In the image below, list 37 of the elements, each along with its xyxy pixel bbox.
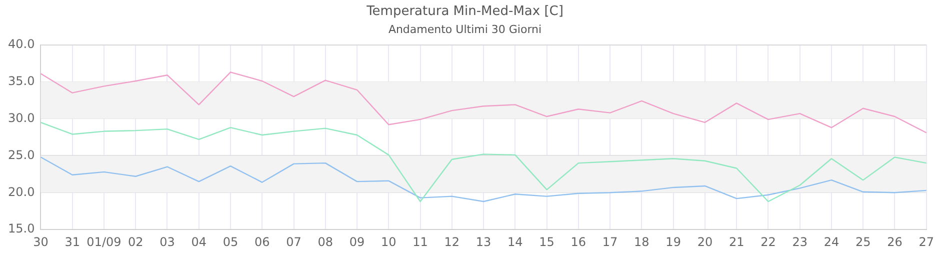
x-tick-label: 15 [539,234,554,249]
y-tick-label: 25.0 [8,148,35,162]
y-tick-label: 15.0 [8,222,35,236]
x-tick-label: 14 [508,234,523,249]
x-tick-label: 20 [697,234,713,249]
x-tick-label: 23 [792,234,808,249]
x-tick-label: 22 [760,234,776,249]
chart-subtitle: Andamento Ultimi 30 Giorni [388,23,542,36]
y-tick-label: 40.0 [8,36,35,51]
x-tick-label: 01/09 [86,234,122,249]
x-tick-label: 30 [33,234,48,249]
x-tick-label: 26 [887,234,902,249]
x-tick-label: 27 [918,234,934,249]
chart-title: Temperatura Min-Med-Max [C] [366,4,564,20]
x-tick-label: 16 [570,234,586,249]
x-tick-label: 21 [728,234,744,249]
x-tick-label: 04 [191,234,207,249]
x-tick-label: 07 [286,234,302,249]
x-tick-label: 12 [444,234,460,249]
x-tick-label: 06 [254,234,270,249]
x-tick-label: 02 [128,234,144,249]
y-tick-label: 35.0 [8,74,35,88]
y-tick-label: 30.0 [8,110,35,125]
x-tick-label: 25 [855,234,871,249]
x-tick-label: 19 [666,234,681,249]
x-tick-label: 09 [349,234,365,249]
x-tick-label: 13 [476,234,492,249]
x-tick-label: 03 [160,234,175,249]
x-tick-label: 10 [381,234,396,249]
x-tick-label: 31 [64,234,80,249]
x-tick-label: 08 [318,234,334,249]
x-tick-label: 18 [634,234,650,249]
x-tick-label: 05 [222,234,238,249]
x-tick-label: 17 [602,234,618,249]
y-tick-label: 20.0 [8,184,35,199]
x-tick-label: 24 [824,234,840,249]
x-tick-label: 11 [412,234,428,249]
